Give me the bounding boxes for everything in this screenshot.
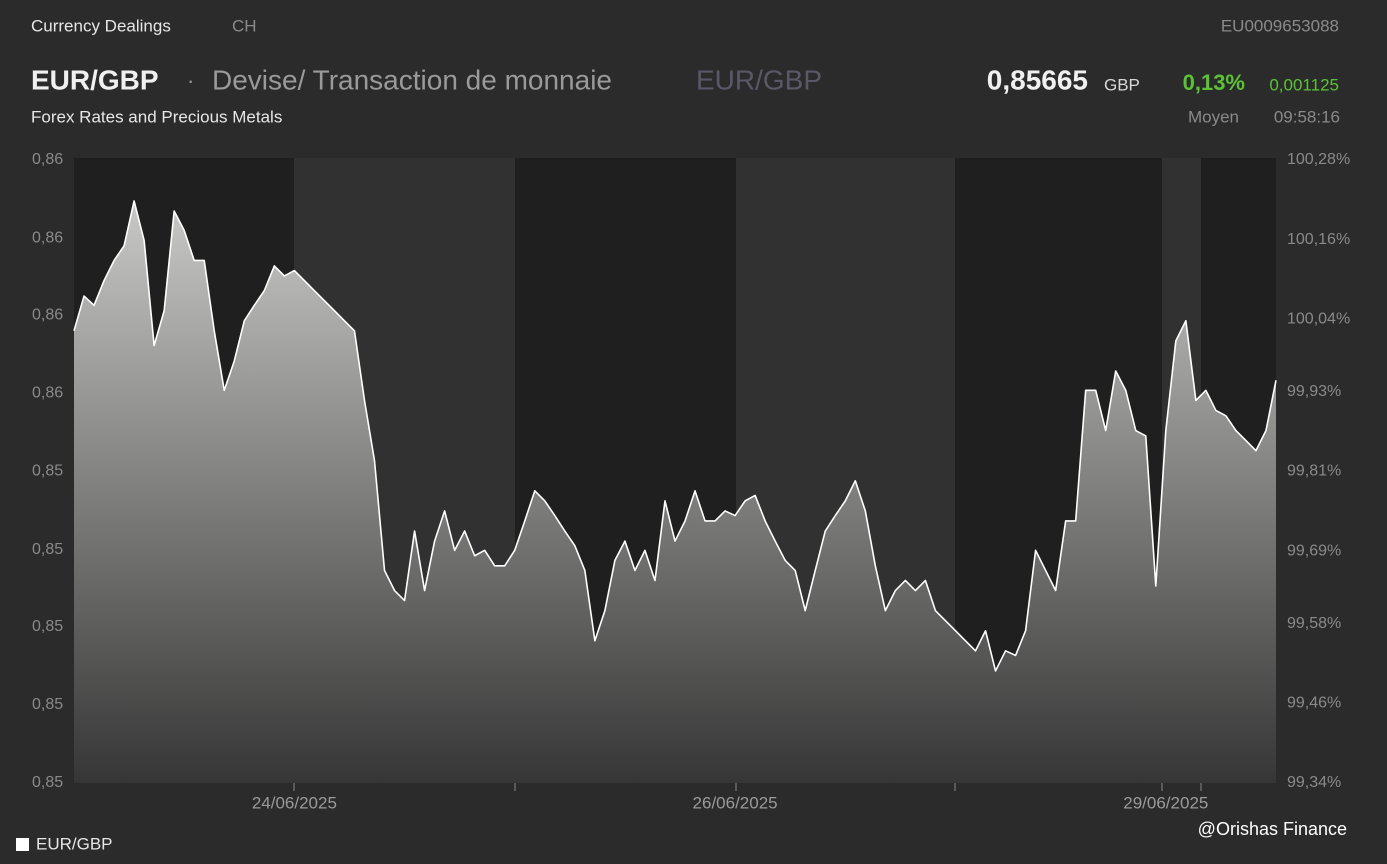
y2-tick-label: 100,28% bbox=[1287, 151, 1350, 168]
y-tick-label: 0,85 bbox=[32, 696, 63, 713]
isin: EU0009653088 bbox=[1221, 16, 1339, 35]
y-tick-label: 0,85 bbox=[32, 463, 63, 480]
line bbox=[73, 200, 1277, 672]
country[interactable]: CH bbox=[232, 16, 257, 35]
y-tick-label: 0,86 bbox=[32, 229, 63, 246]
y2-tick-label: 99,46% bbox=[1287, 695, 1341, 712]
y2-tick-label: 99,34% bbox=[1287, 774, 1341, 791]
y2-tick-label: 99,69% bbox=[1287, 542, 1341, 559]
area bbox=[74, 200, 1276, 784]
y-tick-label: 0,86 bbox=[32, 385, 63, 402]
y2-tick-label: 99,81% bbox=[1287, 463, 1341, 480]
legend-swatch[interactable] bbox=[16, 838, 29, 851]
time: 09:58:16 bbox=[1274, 107, 1340, 126]
section[interactable]: Currency Dealings bbox=[31, 16, 171, 35]
y-tick-label: 0,85 bbox=[32, 618, 63, 635]
symbol-alt: EUR/GBP bbox=[696, 64, 822, 95]
currency: GBP bbox=[1104, 75, 1140, 94]
market: Forex Rates and Precious Metals bbox=[31, 107, 282, 126]
y-tick-label: 0,85 bbox=[32, 541, 63, 558]
x-tick-label: 26/06/2025 bbox=[693, 793, 778, 812]
separator: · bbox=[187, 68, 194, 93]
symbol: EUR/GBP bbox=[31, 64, 159, 95]
y2-tick-label: 99,93% bbox=[1287, 383, 1341, 400]
y-tick-label: 0,86 bbox=[32, 151, 63, 168]
credit: @Orishas Finance bbox=[1198, 819, 1347, 839]
y2-tick-label: 99,58% bbox=[1287, 615, 1341, 632]
description: Devise/ Transaction de monnaie bbox=[212, 64, 612, 95]
change-pct: 0,13% bbox=[1183, 70, 1245, 95]
price: 0,85665 bbox=[987, 64, 1088, 95]
y2-tick-label: 100,04% bbox=[1287, 310, 1350, 327]
legend-label[interactable]: EUR/GBP bbox=[36, 834, 113, 853]
y2-tick-label: 100,16% bbox=[1287, 231, 1350, 248]
x-tick-label: 29/06/2025 bbox=[1123, 793, 1208, 812]
change-abs: 0,001125 bbox=[1269, 75, 1339, 94]
y-tick-label: 0,86 bbox=[32, 307, 63, 324]
x-tick-label: 24/06/2025 bbox=[252, 793, 337, 812]
y-tick-label: 0,85 bbox=[32, 774, 63, 791]
price-type: Moyen bbox=[1188, 107, 1239, 126]
